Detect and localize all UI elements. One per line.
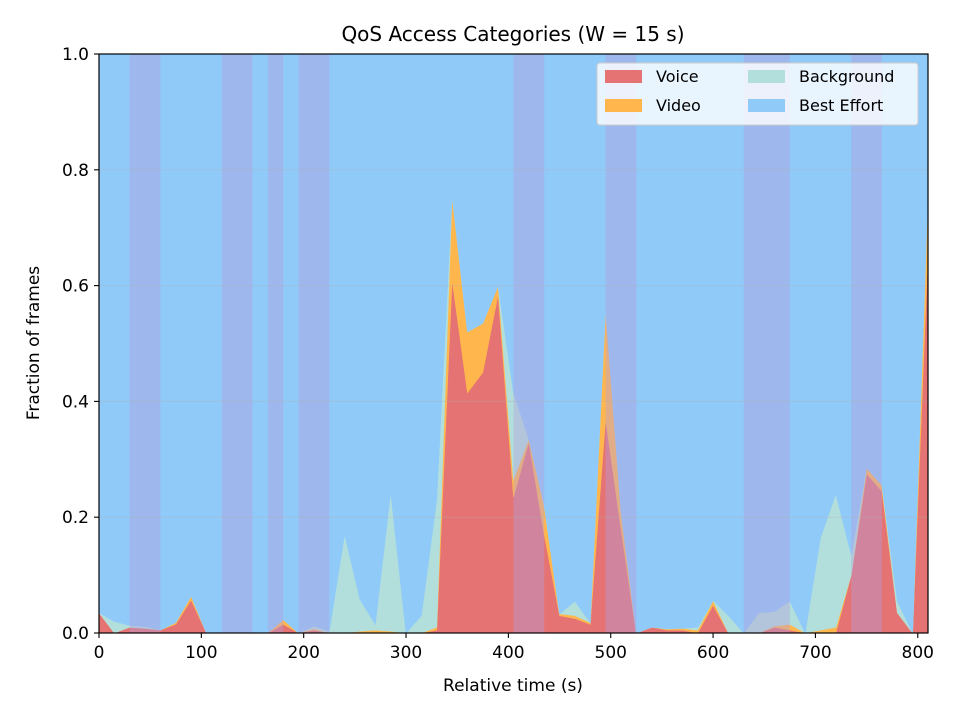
- y-axis: 0.0 0.2 0.4 0.6 0.8 1.0: [62, 45, 99, 644]
- area-voice: [99, 250, 928, 633]
- shaded-band-5: [605, 54, 637, 633]
- x-tick-label: 400: [492, 643, 524, 663]
- y-tick-label: 1.0: [62, 45, 89, 65]
- plot-frame: [98, 53, 929, 634]
- x-tick-label: 300: [390, 643, 422, 663]
- x-axis: 0 100 200 300 400 500 600 700 800: [94, 633, 934, 663]
- area-best-effort: [99, 54, 928, 633]
- shaded-band-3: [298, 54, 330, 633]
- y-tick-label: 0.4: [62, 392, 89, 412]
- x-tick-label: 700: [799, 643, 831, 663]
- x-tick-label: 100: [185, 643, 217, 663]
- legend-label-video: Video: [656, 96, 701, 115]
- legend-swatch-voice: [605, 70, 642, 83]
- chart-title: QoS Access Categories (W = 15 s): [341, 22, 684, 46]
- legend-box: [596, 62, 919, 126]
- shaded-band-6: [743, 54, 790, 633]
- x-axis-label: Relative time (s): [443, 676, 583, 696]
- x-tick-label: 500: [595, 643, 627, 663]
- legend-swatch-video: [605, 99, 642, 112]
- shaded-band-7: [851, 54, 882, 633]
- y-tick-label: 0.8: [62, 161, 89, 181]
- legend: Voice Video Background Best Effort: [596, 62, 919, 126]
- y-tick-label: 0.2: [62, 508, 89, 528]
- shaded-band-1: [221, 54, 253, 633]
- x-tick-label: 600: [697, 643, 729, 663]
- shaded-band-0: [129, 54, 161, 633]
- plot-contents: [99, 54, 928, 633]
- plot-area: [98, 53, 929, 634]
- legend-label-best-effort: Best Effort: [799, 96, 883, 115]
- shaded-band-4: [513, 54, 545, 633]
- legend-label-voice: Voice: [656, 67, 699, 86]
- shaded-band-2: [267, 54, 284, 633]
- legend-label-background: Background: [799, 67, 894, 86]
- y-axis-label: Fraction of frames: [24, 266, 44, 420]
- x-tick-label: 0: [94, 643, 105, 663]
- x-tick-label: 200: [287, 643, 319, 663]
- x-tick-label: 800: [902, 643, 934, 663]
- legend-swatch-best-effort: [748, 99, 785, 112]
- y-tick-label: 0.0: [62, 624, 89, 644]
- y-tick-label: 0.6: [62, 277, 89, 297]
- legend-swatch-background: [748, 70, 785, 83]
